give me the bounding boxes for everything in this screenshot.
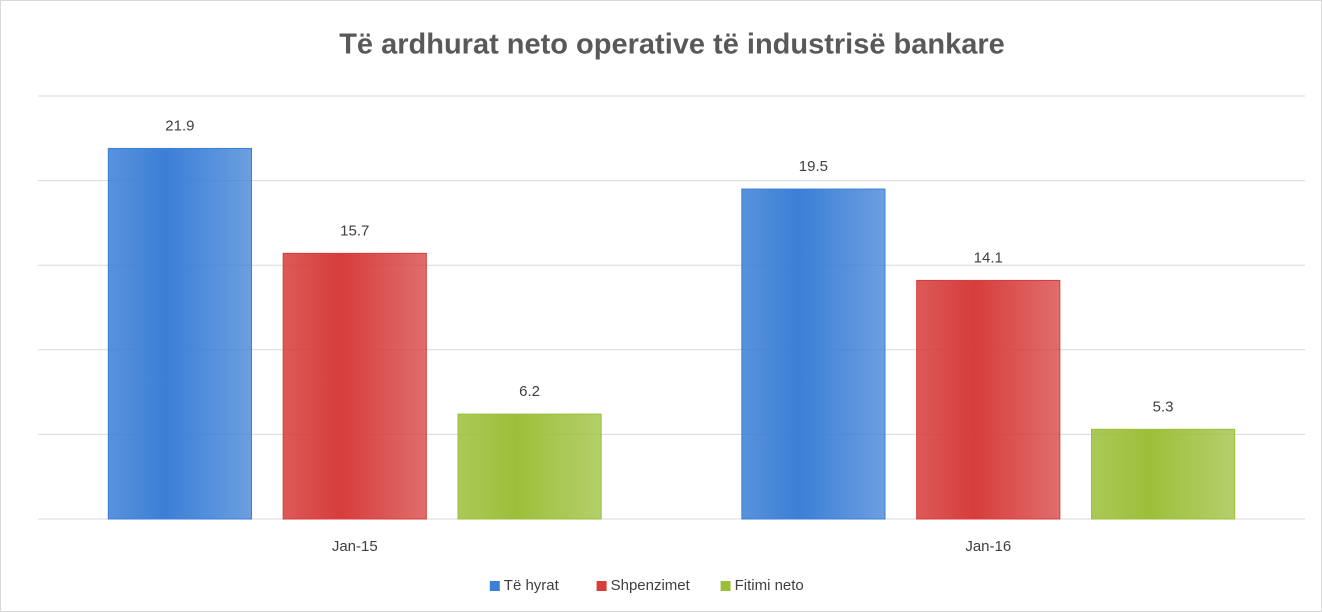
- bar: [107, 147, 252, 520]
- legend-label: Të hyrat: [504, 577, 560, 594]
- legend-swatch: [596, 581, 607, 591]
- bar: [916, 279, 1061, 520]
- bar: [1091, 428, 1236, 520]
- data-label: 6.2: [519, 383, 540, 400]
- bar: [282, 252, 427, 520]
- data-label: 19.5: [799, 158, 828, 175]
- data-label: 21.9: [165, 117, 194, 134]
- x-tick-label: Jan-16: [965, 538, 1011, 555]
- x-tick-label: Jan-15: [332, 538, 378, 555]
- data-label: 15.7: [340, 222, 369, 239]
- bar: [457, 413, 602, 520]
- legend-label: Shpenzimet: [611, 577, 691, 594]
- bar: [741, 188, 886, 520]
- legend-swatch: [720, 581, 731, 591]
- data-label: 14.1: [974, 249, 1003, 266]
- legend-swatch: [489, 581, 500, 591]
- chart-title: Të ardhurat neto operative të industrisë…: [339, 29, 1005, 61]
- data-label: 5.3: [1153, 398, 1174, 415]
- legend-label: Fitimi neto: [735, 577, 804, 594]
